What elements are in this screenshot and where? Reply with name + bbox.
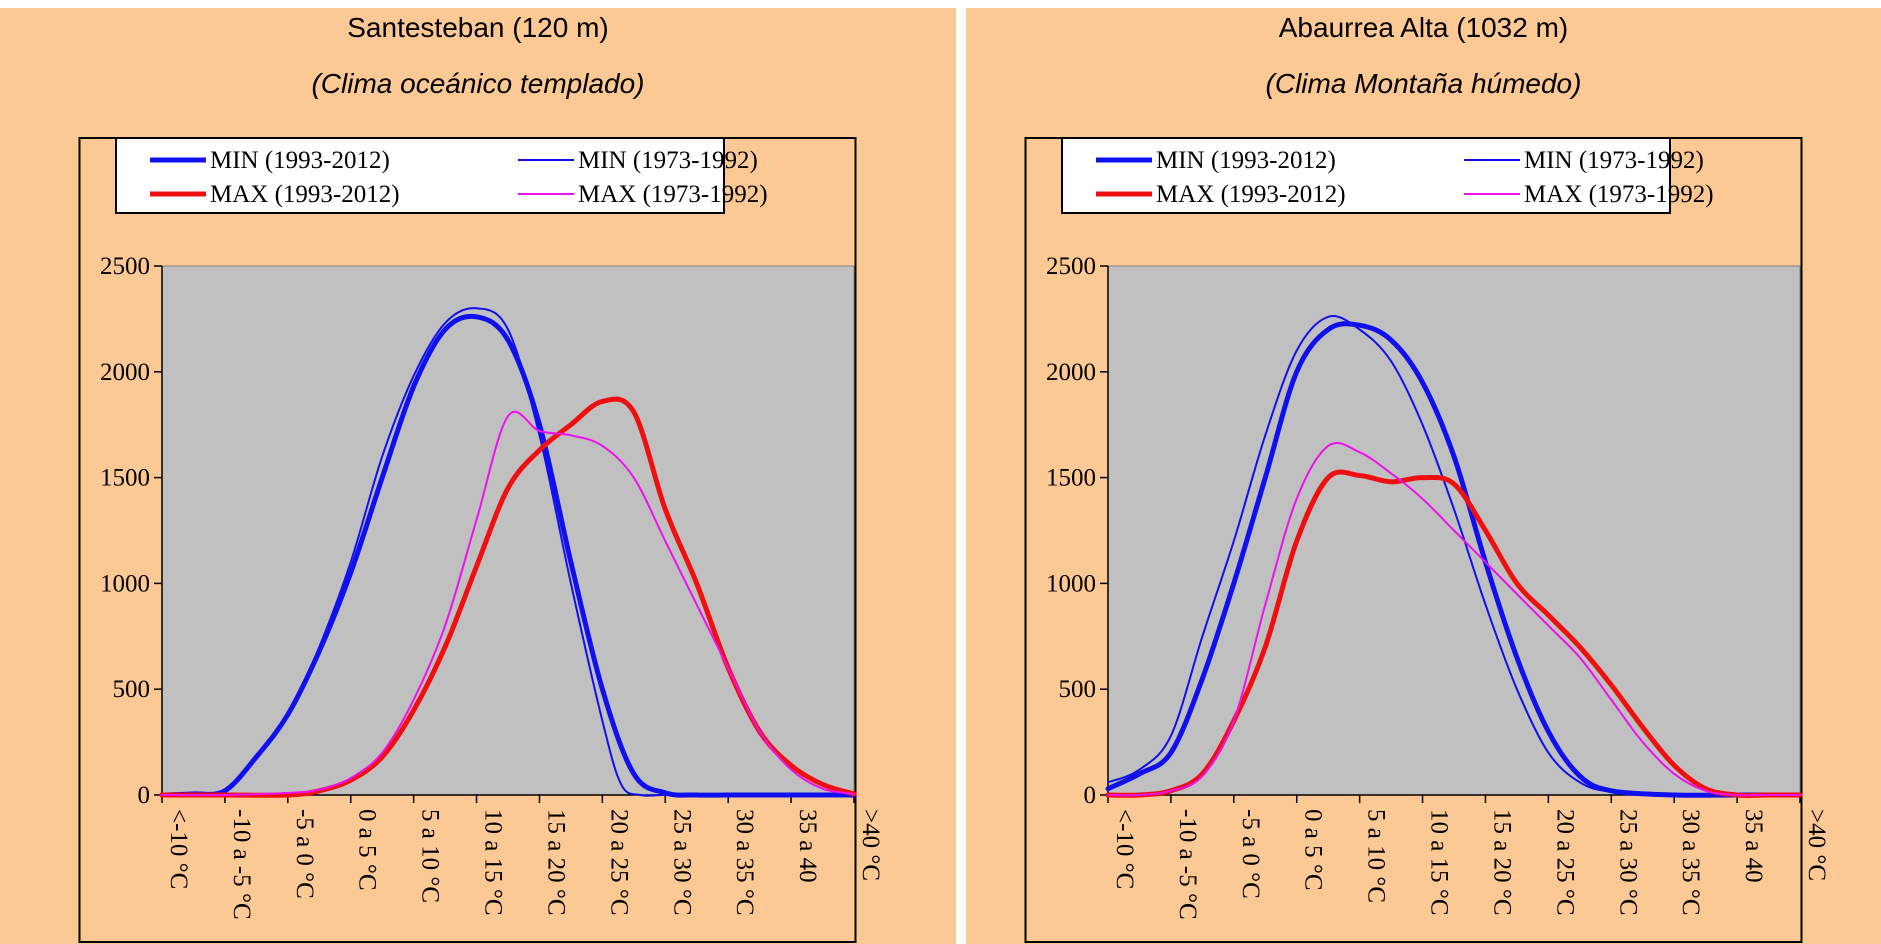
y-tick-label: 0 <box>138 782 151 809</box>
x-tick-label: -10 a -5 °C <box>228 809 255 920</box>
series-line-3 <box>1105 469 1803 798</box>
x-tick-label: 0 a 5 °C <box>1300 809 1327 891</box>
x-tick-label: 25 a 30 °C <box>1614 809 1641 916</box>
legend-label: MAX (1993-2012) <box>1156 181 1346 208</box>
legend-label: MAX (1993-2012) <box>210 181 400 208</box>
x-tick-label: 15 a 20 °C <box>1488 809 1515 916</box>
series-line-2 <box>161 307 855 797</box>
y-tick-label: 2000 <box>100 359 150 386</box>
y-tick-label: 500 <box>113 676 151 703</box>
x-tick-label: <-10 °C <box>165 809 192 889</box>
x-tick-label: -10 a -5 °C <box>1174 809 1201 920</box>
series-line-4 <box>1107 441 1801 797</box>
x-tick-label: <-10 °C <box>1111 809 1138 889</box>
legend-label: MIN (1993-2012) <box>210 147 390 174</box>
x-tick-label: 5 a 10 °C <box>1363 809 1390 903</box>
legend-box <box>115 137 725 214</box>
legend-label: MIN (1973-1992) <box>578 147 758 174</box>
x-tick-label: -5 a 0 °C <box>291 809 318 899</box>
series-line-1 <box>1105 321 1803 798</box>
y-tick-label: 500 <box>1059 676 1097 703</box>
x-tick-label: -5 a 0 °C <box>1237 809 1264 899</box>
y-tick-label: 0 <box>1084 782 1097 809</box>
x-tick-label: 35 a 40 <box>1740 809 1767 883</box>
x-tick-label: 35 a 40 <box>794 809 821 883</box>
legend-label: MIN (1993-2012) <box>1156 147 1336 174</box>
chart-santesteban: 0 500 1000 1500 2000 2500 <-10 °C -10 a -5 °C -5… <box>78 137 884 943</box>
panel-santesteban: Santesteban (120 m) (Clima oceánico temp… <box>0 8 956 944</box>
y-tick-label: 2500 <box>1046 253 1096 280</box>
x-tick-label: 30 a 35 °C <box>1677 809 1704 916</box>
chart-abaurrea-alta: 0 500 1000 1500 2000 2500 <-10 °C -10 a -5 °C -5… <box>1024 137 1830 943</box>
x-tick-label: 30 a 35 °C <box>731 809 758 916</box>
chart-subtitle: (Clima oceánico templado) <box>311 68 645 99</box>
chart-title: Abaurrea Alta (1032 m) <box>1278 12 1569 43</box>
legend-label: MAX (1973-1992) <box>1524 181 1714 208</box>
y-tick-label: 1000 <box>1046 570 1096 597</box>
series-line-4 <box>161 410 855 797</box>
x-tick-label: 10 a 15 °C <box>1426 809 1453 916</box>
chart-title: Santesteban (120 m) <box>347 12 609 43</box>
y-tick-label: 2500 <box>100 253 150 280</box>
legend-label: MIN (1973-1992) <box>1524 147 1704 174</box>
chart-subtitle: (Clima Montaña húmedo) <box>1265 68 1582 99</box>
x-tick-label: 25 a 30 °C <box>668 809 695 916</box>
y-tick-label: 1500 <box>1046 465 1096 492</box>
panel-abaurrea-alta: Abaurrea Alta (1032 m) (Clima Montaña hú… <box>966 8 1881 944</box>
y-tick-label: 2000 <box>1046 359 1096 386</box>
x-tick-label: >40 °C <box>857 809 884 881</box>
x-tick-label: 20 a 25 °C <box>605 809 632 916</box>
x-tick-label: 10 a 15 °C <box>480 809 507 916</box>
x-tick-label: 5 a 10 °C <box>417 809 444 903</box>
x-tick-label: 0 a 5 °C <box>354 809 381 891</box>
x-tick-label: 20 a 25 °C <box>1551 809 1578 916</box>
x-tick-label: >40 °C <box>1803 809 1830 881</box>
plot-area <box>161 265 855 796</box>
y-tick-label: 1000 <box>100 570 150 597</box>
y-tick-label: 1500 <box>100 465 150 492</box>
legend-label: MAX (1973-1992) <box>578 181 768 208</box>
x-tick-label: 15 a 20 °C <box>542 809 569 916</box>
series-line-2 <box>1107 315 1801 797</box>
legend-box <box>1061 137 1671 214</box>
